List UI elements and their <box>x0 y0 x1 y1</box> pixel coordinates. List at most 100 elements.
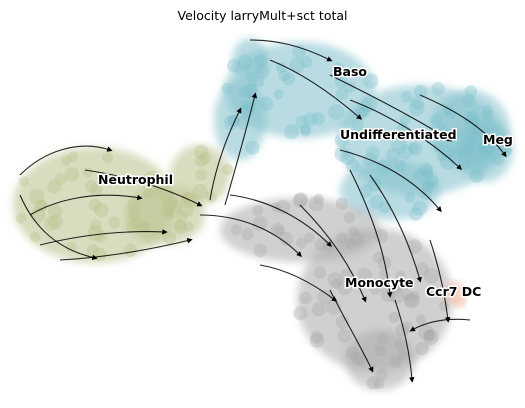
cell-point <box>108 216 121 229</box>
cell-point <box>336 88 349 101</box>
velocity-streamline <box>299 204 367 303</box>
velocity-streamline <box>339 149 442 213</box>
cell-point <box>399 114 411 126</box>
cell-point <box>415 314 427 325</box>
cell-point <box>351 351 365 365</box>
cell-point <box>390 356 402 369</box>
cell-point <box>357 106 370 118</box>
cell-point <box>64 167 80 182</box>
cell-point <box>223 115 239 131</box>
cell-point <box>413 84 427 98</box>
cell-point <box>311 302 326 317</box>
cell-point <box>174 220 188 235</box>
cell-point <box>19 176 30 187</box>
cell-point <box>176 210 188 223</box>
cell-point <box>279 231 294 246</box>
cell-point <box>221 82 233 95</box>
cell-point <box>396 122 410 135</box>
velocity-streamline <box>39 229 168 246</box>
cell-point <box>308 196 324 212</box>
cell-point <box>447 148 462 163</box>
cell-point <box>421 178 434 191</box>
cell-point <box>484 136 498 149</box>
cell-point <box>391 137 407 154</box>
cell-point <box>397 280 409 292</box>
cell-point <box>274 225 285 237</box>
cell-point <box>293 305 308 321</box>
cell-point <box>388 311 400 323</box>
cell-point <box>237 54 253 71</box>
cell-point <box>482 109 494 121</box>
velocity-streamline <box>209 107 242 201</box>
cell-point <box>194 155 207 168</box>
cell-point <box>418 162 433 178</box>
cell-point <box>413 168 427 182</box>
cell-point <box>390 283 402 295</box>
cell-point <box>421 181 434 193</box>
cell-point <box>464 132 477 146</box>
velocity-streamline <box>249 39 333 62</box>
cluster-region-undifferentiated <box>340 160 440 220</box>
cell-point <box>134 219 148 233</box>
cell-point <box>102 151 114 164</box>
cell-point <box>404 191 416 203</box>
cell-point <box>397 144 414 160</box>
cell-point <box>415 341 430 356</box>
velocity-streamline <box>19 194 98 261</box>
cell-point <box>44 216 59 231</box>
cluster-label-undifferentiated: Undifferentiated <box>340 127 457 142</box>
cluster-region-meg <box>457 118 513 182</box>
cell-point <box>254 64 270 79</box>
cell-point <box>299 291 312 305</box>
velocity-streamline <box>419 94 507 158</box>
cell-point <box>252 215 268 231</box>
cell-point <box>149 185 161 197</box>
cell-point <box>313 266 327 279</box>
cell-point <box>480 131 492 143</box>
cell-point <box>198 152 212 165</box>
cluster-label-monocyte: Monocyte <box>345 275 414 290</box>
cell-point <box>336 279 353 296</box>
cell-point <box>93 202 109 218</box>
cell-point <box>477 129 493 145</box>
cell-point <box>466 136 480 151</box>
cell-point <box>273 89 284 100</box>
cluster-label-baso: Baso <box>333 64 367 79</box>
cell-point <box>386 148 400 163</box>
cell-point <box>408 100 425 116</box>
cell-point <box>252 204 264 216</box>
velocity-streamline <box>29 194 143 216</box>
cell-point <box>369 194 384 210</box>
cluster-region-monocyte <box>297 228 453 372</box>
cell-point <box>373 228 388 244</box>
cell-point <box>328 104 345 120</box>
cell-point <box>469 168 484 183</box>
cell-point <box>228 114 240 127</box>
cell-point <box>310 330 324 344</box>
cell-point <box>410 96 424 110</box>
cell-point <box>340 150 355 165</box>
cell-point <box>127 198 142 213</box>
cell-point <box>456 141 470 155</box>
cell-point <box>373 378 385 390</box>
cell-point <box>325 299 342 316</box>
cell-point <box>222 163 234 176</box>
cell-point <box>82 167 93 178</box>
cluster-labels: Baso Undifferentiated Meg Neutrophil Monocyt… <box>97 63 515 301</box>
cell-point <box>254 53 268 68</box>
cell-point <box>300 55 313 68</box>
cell-point <box>464 85 478 98</box>
cell-point <box>89 183 103 197</box>
velocity-streamline <box>329 74 453 142</box>
cell-point <box>345 159 360 173</box>
cell-point <box>303 112 318 127</box>
cell-point <box>29 231 41 243</box>
cell-point <box>423 329 436 342</box>
cell-point <box>423 267 440 284</box>
cell-point <box>282 72 296 86</box>
cell-point <box>241 227 255 241</box>
cell-point <box>125 221 137 232</box>
cell-point <box>253 243 268 258</box>
cell-point <box>356 356 367 367</box>
cell-point <box>61 155 72 166</box>
